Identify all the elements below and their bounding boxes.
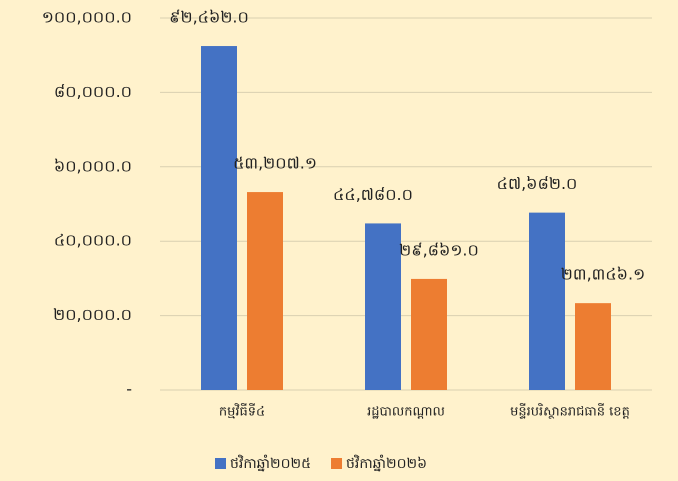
legend-label: ថវិកាឆ្នាំ២០២៥ bbox=[230, 454, 311, 472]
y-tick-label: ៨០,០០០.០ bbox=[54, 82, 132, 101]
value-label: ២៩,៨៦១.០ bbox=[399, 240, 479, 259]
y-tick-label: ១០០,០០០.០ bbox=[42, 8, 132, 27]
y-tick-label: ២០,០០០.០ bbox=[53, 305, 132, 324]
bar bbox=[247, 192, 283, 390]
x-tick-label: កម្មវិធីទី៤ bbox=[219, 403, 265, 420]
value-label: ២៣,៣៤៦.១ bbox=[561, 265, 645, 284]
x-tick-label: មន្ទីរបរិស្ថានរាជធានី ខេត្ត bbox=[510, 403, 630, 420]
bar bbox=[411, 278, 447, 390]
value-label: ៩២,៤៦២.០ bbox=[169, 8, 249, 27]
bar bbox=[575, 303, 611, 390]
bar bbox=[365, 223, 401, 390]
bar bbox=[201, 46, 237, 391]
y-tick-label: ៦០,០០០.០ bbox=[54, 156, 132, 175]
legend-swatch bbox=[215, 458, 226, 469]
value-label: ៥៣,២០៧.១ bbox=[233, 154, 317, 173]
value-label: ៤៤,៧៨០.០ bbox=[333, 185, 413, 204]
y-tick-label: ៤០,០០០.០ bbox=[54, 231, 132, 250]
legend-swatch bbox=[331, 458, 343, 469]
x-tick-label: រដ្ឋបាលកណ្តាល bbox=[367, 405, 445, 420]
bar bbox=[529, 212, 565, 390]
legend-label: ថវិកាឆ្នាំ២០២៦ bbox=[346, 454, 427, 472]
y-tick-label: - bbox=[126, 380, 132, 399]
value-label: ៤៧,៦៨២.០ bbox=[497, 174, 578, 193]
